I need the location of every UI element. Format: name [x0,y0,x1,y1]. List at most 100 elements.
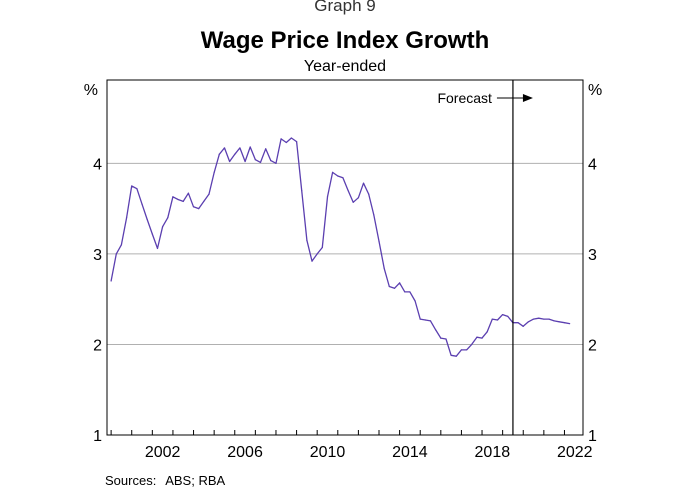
series-layer [110,137,571,357]
axis-ticks [110,430,565,435]
data-point [125,217,128,219]
data-point [373,214,375,216]
data-point [275,162,277,164]
data-point [131,185,133,187]
data-point [548,318,550,320]
forecast-arrow-icon [522,94,533,102]
data-point [218,153,220,155]
graph-label: Graph 9 [314,0,376,15]
data-point [265,148,267,150]
data-point [326,196,329,198]
x-tick-label: 2002 [145,444,181,461]
data-point [460,349,463,351]
data-point [172,196,174,198]
data-point [455,355,457,357]
data-point [290,137,293,139]
y-unit-label-left: % [84,82,98,99]
data-point [295,140,298,143]
y-tick-label-left: 3 [93,247,102,264]
sources-note: Sources: ABS; RBA [105,473,231,488]
data-point [496,319,499,321]
x-tick-label: 2018 [475,444,511,461]
data-point [563,322,566,324]
data-point [491,318,493,320]
data-point [167,217,169,219]
data-point [337,175,339,177]
data-point [362,182,365,184]
data-point [306,239,308,241]
data-point [450,354,452,356]
chart-subtitle: Year-ended [303,58,387,75]
data-point [378,240,380,242]
data-point [383,267,385,269]
sources-text: ABS; RBA [165,473,226,488]
data-point [527,321,529,323]
gridlines [107,162,583,345]
data-point [120,244,123,246]
data-point [404,291,406,293]
data-point [270,159,272,162]
data-point [476,336,478,338]
data-point [357,197,359,199]
y-unit-label-right: % [588,82,602,99]
data-point [507,315,509,317]
data-point [187,192,189,194]
data-point [368,193,370,195]
y-tick-label-right: 1 [588,428,597,445]
data-point [301,189,303,192]
y-tick-label-left: 2 [93,337,102,354]
data-point [414,300,416,302]
data-point [234,153,236,155]
data-point [285,141,287,144]
data-point [115,253,117,255]
y-tick-label-left: 4 [93,156,102,173]
data-point [136,188,138,190]
data-point [254,159,256,161]
data-point [409,291,411,293]
data-point [522,325,524,327]
data-point [388,285,390,288]
x-tick-label: 2014 [392,444,428,461]
data-point [280,138,282,140]
data-point [208,193,210,195]
x-tick-label: 2010 [310,444,346,461]
sources-label: Sources: [105,473,157,488]
forecast-marker: Forecast [437,80,533,435]
y-tick-label-right: 4 [588,156,597,173]
data-point [465,349,468,351]
data-point [249,146,251,148]
data-point [229,160,231,163]
data-point [352,201,354,203]
x-tick-label: 2022 [557,444,593,461]
data-point [393,287,396,289]
data-point [259,161,262,164]
data-point [203,200,205,202]
forecast-label: Forecast [437,90,492,106]
axis-labels: 1 1 2 2 3 3 4 4% % 2002 2006 2010 2014 2018 2022 [84,82,602,461]
data-point [182,200,184,202]
data-point [311,260,313,262]
chart-title: Wage Price Index Growth [200,27,490,54]
data-point [239,147,241,149]
data-point [332,171,334,173]
data-point [419,318,421,320]
plot-area [106,79,584,436]
y-tick-label-right: 2 [588,337,597,354]
y-tick-label-left: 1 [93,428,102,445]
x-tick-label: 2006 [227,444,263,461]
data-point [471,343,473,346]
data-point [502,313,504,316]
y-tick-label-right: 3 [588,247,597,264]
data-point [177,198,179,201]
data-point [110,280,112,282]
data-point [481,337,483,339]
data-point [429,320,432,322]
data-point [198,207,200,210]
data-point [399,282,401,284]
data-point [321,246,323,249]
line-chart: 1 1 2 2 3 3 4 4% % 2002 2006 2010 2014 2018 2022 Forec… [84,79,602,461]
data-point [440,337,442,339]
data-point [151,233,153,235]
data-point [244,160,246,163]
data-point [538,317,540,319]
